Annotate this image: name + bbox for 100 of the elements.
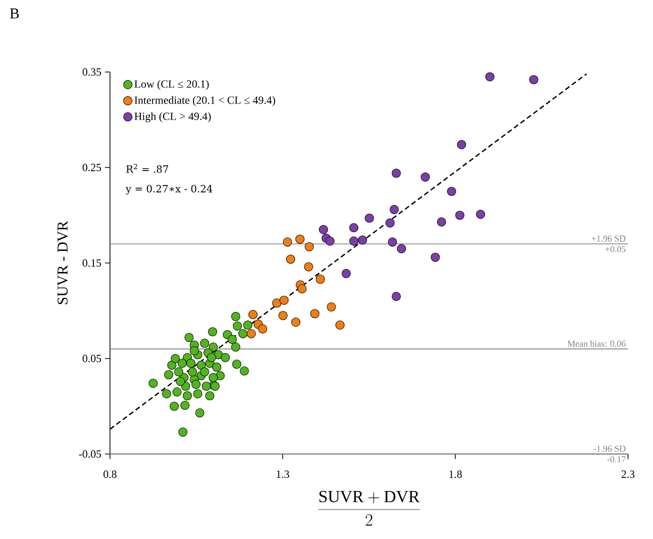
y-tick-label: 0.15 <box>82 259 102 267</box>
x-axis-title: $\frac{\mathrm{SUVR + DVR}}{2}$ <box>318 490 420 526</box>
point <box>190 346 199 356</box>
point <box>457 140 466 150</box>
point <box>364 214 374 223</box>
annotation: y = 0.27∗x - 0.24 <box>126 184 212 195</box>
ref-line-label: -1.96 SD <box>594 446 626 452</box>
point <box>148 378 158 388</box>
point <box>258 324 268 334</box>
x-tick-label: 0.8 <box>104 470 116 478</box>
point <box>358 236 367 245</box>
point <box>485 72 494 82</box>
point <box>174 367 184 376</box>
point <box>240 366 249 376</box>
point <box>208 373 218 382</box>
legend-label: Low (CL ≤ 20.1) <box>134 80 209 90</box>
point <box>420 172 430 182</box>
point <box>246 329 256 338</box>
point <box>178 427 188 437</box>
x-tick-label: 2.3 <box>622 470 634 478</box>
point <box>248 310 258 320</box>
point <box>282 237 292 247</box>
point <box>278 310 288 320</box>
point <box>191 380 201 389</box>
point <box>200 338 210 348</box>
point <box>164 370 174 380</box>
chart-title: B <box>10 8 19 18</box>
point <box>335 320 345 330</box>
point <box>316 274 325 284</box>
point <box>193 389 202 398</box>
point <box>195 408 204 418</box>
point <box>386 218 395 228</box>
point <box>304 262 314 272</box>
ref-line-label: +1.96 SD <box>592 236 626 242</box>
point <box>392 292 401 301</box>
x-tick-label: 1.3 <box>276 470 290 478</box>
legend-label: Intermediate (20.1 < CL ≤ 49.4) <box>134 96 276 106</box>
point <box>205 391 214 400</box>
point <box>325 236 335 246</box>
point <box>178 358 187 368</box>
point <box>280 296 289 305</box>
y-tick-label: 0.25 <box>82 164 102 172</box>
point <box>476 210 486 219</box>
point <box>231 312 240 322</box>
point <box>291 318 300 327</box>
point <box>232 321 242 331</box>
point <box>206 352 216 362</box>
point <box>162 389 172 398</box>
point <box>188 367 198 376</box>
point <box>196 360 206 370</box>
annotation: +0.05 <box>605 246 626 252</box>
point <box>170 402 179 411</box>
point <box>186 358 196 368</box>
point <box>388 237 398 247</box>
x-tick-label: 1.8 <box>449 470 462 478</box>
point <box>228 334 237 344</box>
point <box>220 352 230 362</box>
point <box>232 360 242 369</box>
point <box>243 320 252 330</box>
point <box>182 391 192 400</box>
point <box>200 367 210 376</box>
point <box>297 284 307 294</box>
point <box>208 342 218 352</box>
point <box>208 327 218 336</box>
point <box>176 376 185 386</box>
point <box>349 223 358 232</box>
point <box>202 382 211 391</box>
y-tick-label: -0.05 <box>78 450 102 458</box>
point <box>304 242 314 252</box>
ref-line-label: Mean bias: 0.06 <box>568 340 626 347</box>
point <box>167 360 176 370</box>
point <box>318 225 328 234</box>
point <box>295 234 304 244</box>
point <box>272 298 282 308</box>
annotation: -0.17 <box>607 456 626 462</box>
point <box>326 302 336 312</box>
point <box>286 254 296 264</box>
point <box>392 168 401 178</box>
point <box>390 204 399 214</box>
y-axis-title: SUVR - DVR <box>58 220 68 304</box>
point <box>238 329 248 338</box>
point <box>455 210 464 220</box>
point <box>446 186 456 196</box>
point <box>170 354 180 364</box>
point <box>349 236 358 246</box>
point <box>212 362 222 372</box>
point <box>436 217 446 226</box>
point <box>430 252 440 262</box>
legend-label: High (CL > 49.4) <box>134 112 211 122</box>
point <box>396 244 406 254</box>
point <box>180 400 190 410</box>
point <box>172 387 182 396</box>
y-tick-label: 0.05 <box>82 354 102 362</box>
point <box>184 332 194 342</box>
point <box>231 342 240 352</box>
y-tick-label: 0.35 <box>82 68 102 76</box>
point <box>310 309 320 318</box>
point <box>529 75 538 84</box>
point <box>342 268 351 278</box>
annotation: R$^{2}$ = .87 <box>126 164 168 173</box>
